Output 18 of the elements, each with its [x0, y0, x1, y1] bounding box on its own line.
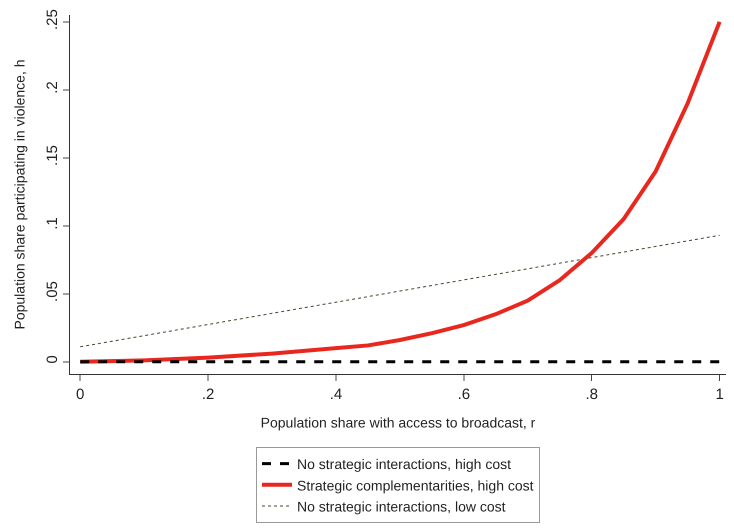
- x-tick-label: .4: [330, 386, 342, 403]
- x-tick-label: 0: [76, 386, 84, 403]
- x-tick-label: .6: [458, 386, 470, 403]
- legend-label: Strategic complementarities, high cost: [297, 477, 534, 494]
- x-axis-title: Population share with access to broadcast, r: [260, 414, 536, 430]
- y-axis-title: Population share participating in violence, h: [12, 59, 28, 330]
- x-tick-label: .8: [585, 386, 598, 403]
- x-tick-label: .2: [202, 386, 214, 403]
- line-series: [78, 20, 722, 364]
- y-tick-label: .1: [44, 217, 61, 230]
- x-tick-label: 1: [715, 386, 724, 403]
- y-tick-label: .2: [44, 81, 61, 94]
- y-tick-label: .05: [44, 281, 61, 302]
- y-tick-label: 0: [44, 355, 61, 364]
- legend-label: No strategic interactions, low cost: [297, 498, 506, 514]
- legend-label: No strategic interactions, high cost: [297, 456, 512, 472]
- y-tick-label: .15: [44, 145, 61, 166]
- y-tick-label: .25: [44, 9, 61, 30]
